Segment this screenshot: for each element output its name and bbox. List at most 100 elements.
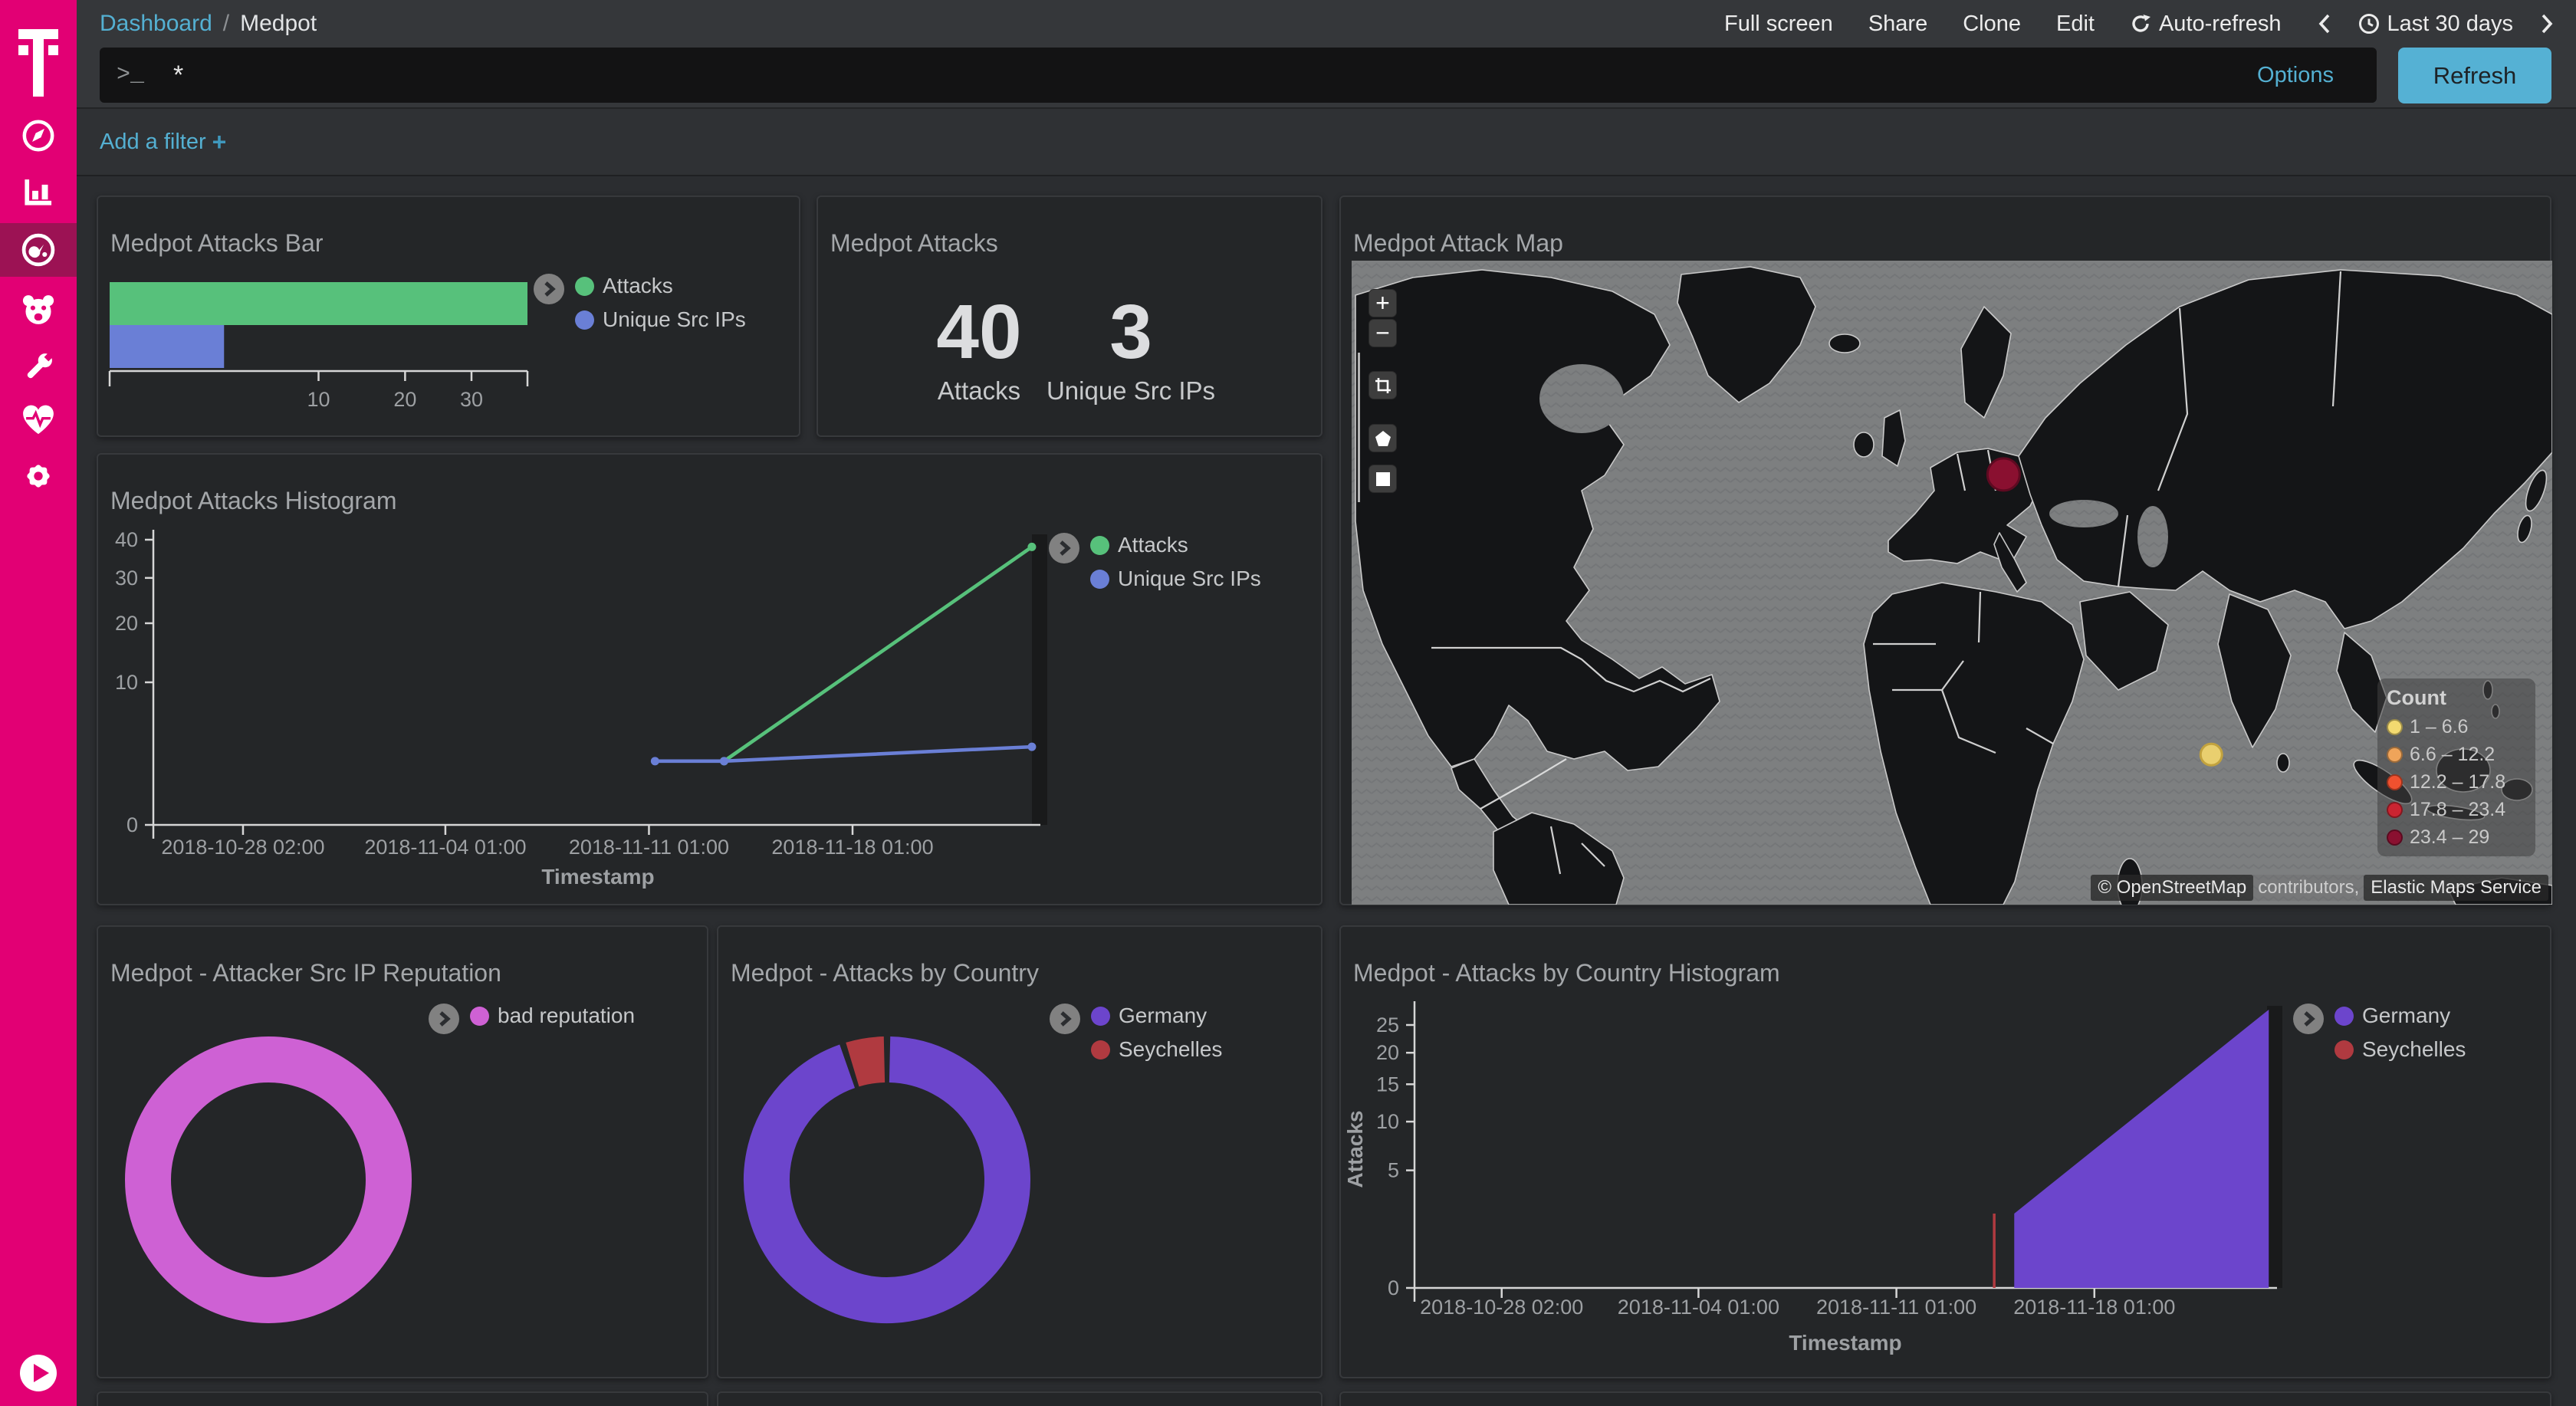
crop-icon [1375,377,1391,393]
breadcrumb-separator: / [222,11,230,36]
svg-text:2018-10-28 02:00: 2018-10-28 02:00 [1420,1296,1583,1319]
svg-text:2018-10-28 02:00: 2018-10-28 02:00 [161,836,324,859]
count-bucket-dot-icon [2387,719,2403,735]
chevron-left-icon[interactable] [2317,11,2332,36]
sidebar [0,0,77,1406]
clone-button[interactable]: Clone [1963,11,2021,36]
chart-legend: Attacks Unique Src IPs [534,274,746,332]
sidebar-item-honeypot[interactable] [0,281,77,339]
svg-text:0: 0 [1388,1276,1399,1299]
map-draw-rectangle-button[interactable] [1368,465,1397,493]
legend-expand-icon[interactable] [429,1004,459,1034]
svg-text:20: 20 [115,612,138,635]
breadcrumb-current: Medpot [240,11,317,36]
svg-text:40: 40 [115,528,138,551]
legend-dot-icon [1090,569,1109,589]
sidebar-item-discover[interactable] [0,107,77,165]
osm-attribution-link[interactable]: © OpenStreetMap [2091,875,2254,901]
legend-item[interactable]: Germany [1091,1004,1222,1028]
count-bucket-range: 1 – 6.6 [2410,716,2469,737]
svg-text:10: 10 [115,671,138,694]
attacks-bar-chart[interactable]: 10 20 30 [98,197,799,435]
svg-text:0: 0 [127,813,138,836]
legend-item[interactable]: Attacks [575,274,746,298]
ems-attribution-link[interactable]: Elastic Maps Service [2364,875,2548,901]
legend-item[interactable]: Seychelles [2334,1037,2466,1062]
legend-item[interactable]: Seychelles [1091,1037,1222,1062]
sidebar-item-dev-tools[interactable] [0,338,77,396]
legend-item[interactable]: Attacks [1090,533,1261,557]
count-bucket-range: 17.8 – 23.4 [2410,799,2506,820]
svg-text:2018-11-18 01:00: 2018-11-18 01:00 [2013,1296,2175,1319]
legend-item[interactable]: Unique Src IPs [1090,567,1261,591]
world-map-svg [1352,261,2552,905]
legend-expand-icon[interactable] [534,274,564,304]
bar-Unique Src IPs[interactable] [110,325,225,368]
sidebar-item-visualize[interactable] [0,163,77,221]
panel-title: Medpot Attacks [830,229,998,257]
legend-expand-icon[interactable] [1049,533,1079,563]
legend-dot-icon [470,1006,489,1026]
time-range-picker[interactable]: Last 30 days [2358,11,2513,37]
legend-expand-icon[interactable] [2293,1004,2324,1034]
legend-label: Germany [1119,1004,1208,1027]
svg-text:Timestamp: Timestamp [541,865,654,889]
wrench-icon [27,353,53,379]
map-point-Germany[interactable] [1986,457,2021,492]
map-zoom-in-button[interactable]: + [1368,289,1397,317]
legend-expand-icon[interactable] [1050,1004,1080,1034]
query-options-link[interactable]: Options [2257,62,2334,87]
map-legend-item: 12.2 – 17.8 [2387,771,2526,793]
sidebar-collapse-button[interactable] [0,1348,77,1398]
telekom-logo-icon[interactable] [0,8,77,100]
legend-item[interactable]: Unique Src IPs [575,307,746,332]
map-draw-polygon-button[interactable] [1368,424,1397,452]
metric-value: 40 [936,289,1022,375]
map-zoom-out-button[interactable]: − [1368,319,1397,347]
chevron-right-icon[interactable] [2539,11,2555,36]
search-query-input[interactable]: >_ * Options [100,48,2377,103]
area-Germany[interactable] [2014,1010,2269,1288]
bar-Attacks[interactable] [110,282,527,325]
panel-title: Medpot - Attacks by Country Histogram [1353,959,1780,987]
breadcrumb-dashboard-link[interactable]: Dashboard [100,11,212,36]
line-Unique Src IPs[interactable] [655,744,1033,764]
sidebar-item-monitoring[interactable] [0,391,77,449]
slice-Seychelles[interactable] [846,1036,886,1087]
panel-stub-1 [97,1391,708,1406]
slice-Germany[interactable] [744,1036,1030,1323]
map-fit-bounds-button[interactable] [1368,371,1397,399]
slice-bad reputation[interactable] [125,1036,412,1323]
chart-legend: Germany Seychelles [2293,1004,2466,1062]
legend-dot-icon [575,310,594,330]
auto-refresh-button[interactable]: Auto-refresh [2130,11,2282,37]
dashboard-gauge-icon [21,233,55,267]
sidebar-item-dashboard[interactable] [0,223,77,277]
full-screen-button[interactable]: Full screen [1723,11,1833,36]
attacks-by-country-donut[interactable] [718,927,1321,1377]
sidebar-item-management[interactable] [0,447,77,505]
map-legend-item: 23.4 – 29 [2387,826,2526,849]
src-ip-reputation-donut[interactable] [98,927,707,1377]
map-point-Seychelles[interactable] [2199,742,2223,767]
attack-map[interactable]: + − Count 1 – 6.6 6.6 – 12.2 12. [1352,261,2552,905]
compass-icon [22,120,54,152]
svg-text:5: 5 [1388,1159,1399,1182]
attacks-by-country-histogram-chart[interactable]: 0 5 10 15 20 25 2018-10-28 02:00 2018-11-04 01:… [1341,927,2550,1377]
line-Attacks[interactable] [723,545,1033,763]
panel-medpot-attacks-histogram: Medpot Attacks Histogram 0 10 20 30 40 2018-1… [97,453,1322,905]
legend-item[interactable]: bad reputation [470,1004,635,1028]
svg-text:30: 30 [115,567,138,590]
refresh-button[interactable]: Refresh [2398,48,2551,103]
breadcrumb: Dashboard / Medpot [100,11,317,37]
count-bucket-dot-icon [2387,774,2403,790]
attacks-histogram-chart[interactable]: 0 10 20 30 40 2018-10-28 02:00 2018-11-04 01:0… [98,455,1321,904]
query-value: * [173,60,184,90]
panel-medpot-attacks-metric: Medpot Attacks 40 Attacks 3 Unique Src I… [816,195,1322,437]
add-filter-link[interactable]: Add a filter + [100,127,227,156]
edit-button[interactable]: Edit [2055,11,2095,36]
svg-text:2018-11-04 01:00: 2018-11-04 01:00 [1618,1296,1779,1319]
legend-item[interactable]: Germany [2334,1004,2466,1028]
share-button[interactable]: Share [1868,11,1928,36]
